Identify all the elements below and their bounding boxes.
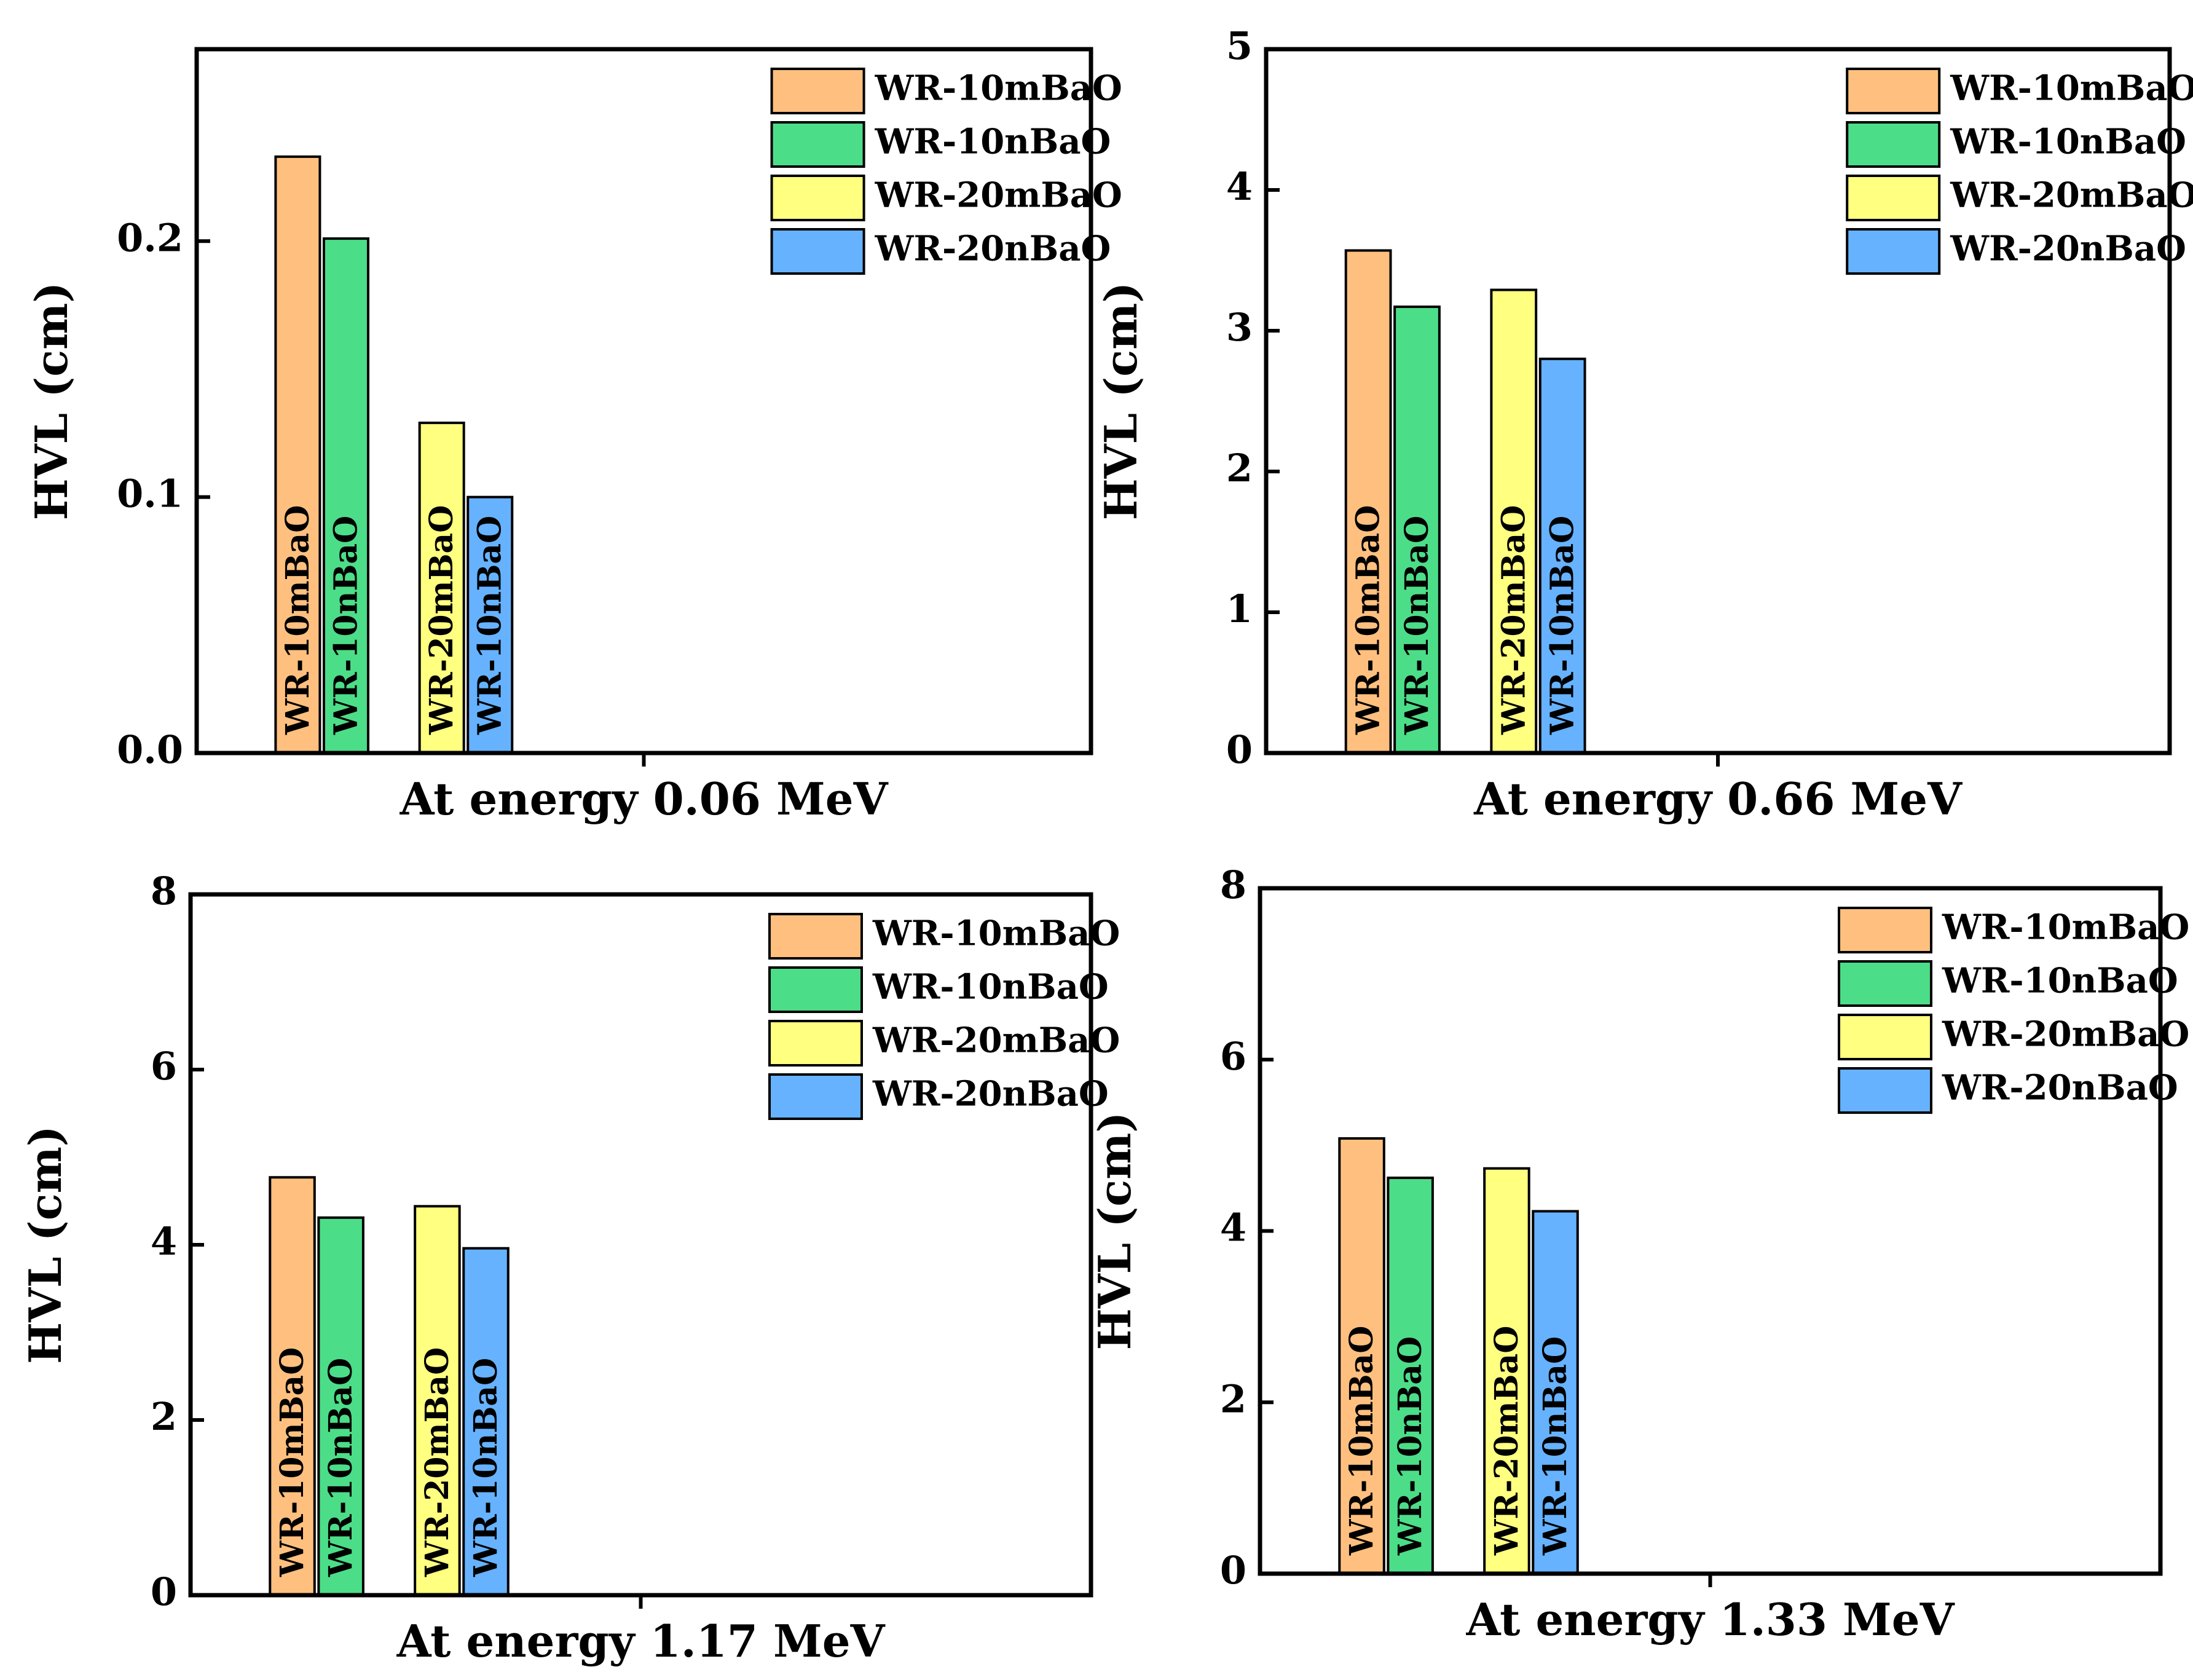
x-axis-label: At energy 1.17 MeV <box>396 1615 886 1667</box>
y-tick-label: 0.0 <box>117 727 183 772</box>
chart-panel-1: WR-10mBaO WR-10nBaO WR-20mBaO WR-10nBaO 0.0 0… <box>25 47 1122 825</box>
bar-label: WR-10nBaO <box>1544 516 1581 735</box>
legend-swatch <box>770 121 865 168</box>
y-axis-label: HVL (cm) <box>1089 1112 1141 1351</box>
bar-label: WR-10nBaO <box>322 1358 360 1577</box>
bar-wr-10mbao <box>269 1176 316 1596</box>
y-axis-label: HVL (cm) <box>19 1126 71 1364</box>
legend-label: WR-20nBaO <box>872 1074 1109 1114</box>
y-tick-label: 6 <box>151 1044 177 1089</box>
legend-swatch <box>770 175 865 221</box>
y-tick-label: 4 <box>1220 1205 1246 1250</box>
bar-wr-20nbao <box>1538 357 1586 754</box>
bar-label: WR-10nBaO <box>327 516 364 735</box>
legend-swatch <box>768 1020 863 1067</box>
y-axis-label: HVL (cm) <box>25 282 77 521</box>
bar-wr-20mbao <box>1490 288 1538 754</box>
legend-swatch <box>770 68 865 114</box>
bar-label: WR-20mBaO <box>419 1347 456 1577</box>
bar-label: WR-10nBaO <box>471 516 509 735</box>
bar-label: WR-10nBaO <box>1398 516 1436 735</box>
bar-label: WR-10nBaO <box>1392 1336 1429 1556</box>
y-tick-label: 0 <box>151 1569 177 1614</box>
legend-swatch <box>1846 228 1941 275</box>
bar-label: WR-10mBaO <box>279 505 317 735</box>
y-tick-label: 0 <box>1220 1548 1246 1593</box>
y-tick-label: 1 <box>1226 586 1253 631</box>
legend-label: WR-10nBaO <box>875 122 1111 162</box>
legend-swatch <box>1846 68 1941 114</box>
legend-swatch <box>1837 960 1932 1007</box>
y-tick-label: 0.1 <box>117 471 183 516</box>
y-tick-label: 0.2 <box>117 215 183 260</box>
bar-wr-20nbao <box>462 1247 510 1596</box>
bar-wr-20nbao <box>1532 1210 1579 1575</box>
bar-wr-20mbao <box>414 1205 461 1597</box>
bar-wr-10nbao <box>1393 306 1441 754</box>
bar-wr-20mbao <box>1483 1167 1530 1575</box>
legend-label: WR-20mBaO <box>1942 1014 2189 1055</box>
legend-label: WR-20nBaO <box>875 229 1111 269</box>
bar-label: WR-20mBaO <box>1488 1325 1526 1556</box>
bar-label: WR-10mBaO <box>1350 505 1387 735</box>
chart-panel-4: WR-10mBaO WR-10nBaO WR-20mBaO WR-10nBaO 0 2 4 6… <box>1089 862 2189 1646</box>
y-tick-label: 2 <box>1226 446 1253 491</box>
legend-label: WR-10nBaO <box>872 967 1109 1008</box>
legend-swatch <box>1846 175 1941 221</box>
legend-swatch <box>1837 1067 1932 1114</box>
bar-label: WR-10mBaO <box>274 1347 311 1577</box>
legend-label: WR-20mBaO <box>875 175 1122 216</box>
bar-label: WR-20mBaO <box>1495 505 1532 735</box>
legend-label: WR-20nBaO <box>1942 1068 2178 1108</box>
x-axis-label: At energy 1.33 MeV <box>1466 1593 1955 1646</box>
y-axis-label: HVL (cm) <box>1095 282 1147 521</box>
bar-wr-20nbao <box>467 495 514 754</box>
bar-label: WR-10nBaO <box>1537 1336 1574 1556</box>
y-tick-label: 5 <box>1226 23 1253 68</box>
bar-wr-10nbao <box>317 1216 364 1596</box>
legend-label: WR-10nBaO <box>1950 122 2186 162</box>
legend-label: WR-10mBaO <box>872 913 1120 954</box>
y-tick-label: 4 <box>151 1219 177 1264</box>
y-tick-label: 8 <box>1220 862 1246 907</box>
y-tick-label: 3 <box>1226 305 1253 350</box>
legend-label: WR-10mBaO <box>875 68 1122 109</box>
legend-swatch <box>1846 121 1941 168</box>
legend-label: WR-10mBaO <box>1950 68 2193 109</box>
legend-swatch <box>770 228 865 275</box>
chart-panel-2: WR-10mBaO WR-10nBaO WR-20mBaO WR-10nBaO 0 1 2 3… <box>1095 23 2193 825</box>
legend-label: WR-20mBaO <box>872 1020 1120 1061</box>
bar-wr-10mbao <box>1344 249 1392 755</box>
legend-swatch <box>768 1073 863 1120</box>
x-axis-label: At energy 0.66 MeV <box>1473 773 1963 825</box>
y-tick-label: 2 <box>1220 1376 1246 1421</box>
legend-swatch <box>1837 907 1932 953</box>
y-tick-label: 2 <box>151 1394 177 1439</box>
x-axis-label: At energy 0.06 MeV <box>400 773 889 825</box>
bar-wr-10nbao <box>322 237 369 755</box>
legend-label: WR-20nBaO <box>1950 229 2186 269</box>
bar-wr-10nbao <box>1387 1177 1434 1575</box>
legend-swatch <box>768 966 863 1013</box>
bar-label: WR-20mBaO <box>423 505 460 735</box>
bar-wr-10mbao <box>274 155 321 754</box>
y-tick-label: 8 <box>151 869 177 913</box>
legend-swatch <box>1837 1014 1932 1060</box>
legend-label: WR-10mBaO <box>1942 907 2189 948</box>
bar-label: WR-10mBaO <box>1343 1325 1380 1556</box>
y-tick-label: 6 <box>1220 1034 1246 1079</box>
y-tick-label: 0 <box>1226 727 1253 772</box>
legend-label: WR-20mBaO <box>1950 175 2193 216</box>
legend-swatch <box>768 913 863 960</box>
y-tick-label: 4 <box>1226 164 1253 209</box>
legend-label: WR-10nBaO <box>1942 961 2178 1001</box>
chart-panel-3: WR-10mBaO WR-10nBaO WR-20mBaO WR-10nBaO 0 2 4 6… <box>19 869 1120 1667</box>
bar-label: WR-10nBaO <box>467 1358 505 1577</box>
